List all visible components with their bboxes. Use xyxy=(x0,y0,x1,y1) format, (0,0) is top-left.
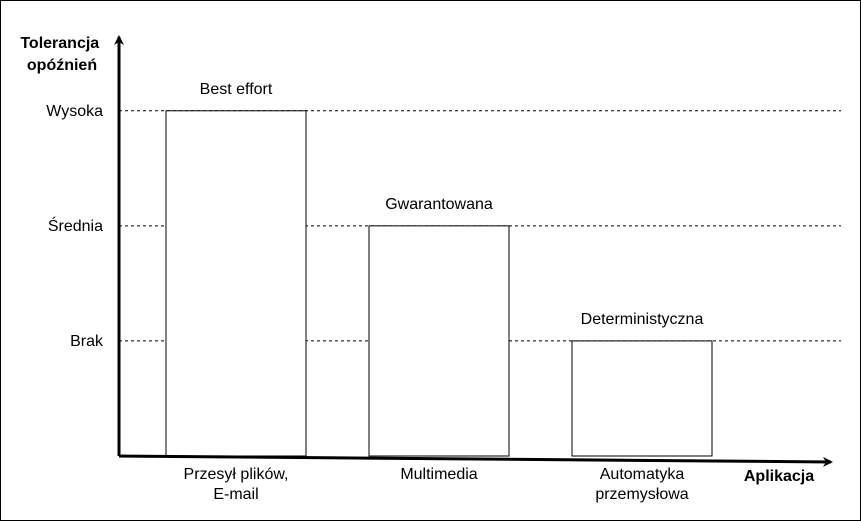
y-tick-label: Średnia xyxy=(48,216,103,235)
category-label-line: Automatyka xyxy=(600,466,685,483)
x-axis xyxy=(118,454,833,467)
bar-label: Gwarantowana xyxy=(385,196,493,213)
bars xyxy=(165,110,713,457)
bar xyxy=(165,110,307,457)
bar-labels: Best effort Gwarantowana Deterministyczna xyxy=(200,81,704,328)
bar-label: Best effort xyxy=(200,81,273,98)
category-label: Multimedia xyxy=(400,466,477,483)
category-label-line: Multimedia xyxy=(400,466,477,483)
y-axis-title-line-1: Tolerancja xyxy=(20,35,99,52)
category-labels: Przesył plików, E-mail Multimedia Automatyk… xyxy=(184,466,689,503)
y-axis-title-line-2: opóźnień xyxy=(27,57,97,74)
y-tick-label: Wysoka xyxy=(46,103,103,120)
category-label-line: Przesył plików, xyxy=(184,466,289,483)
category-label: Przesył plików, E-mail xyxy=(184,466,289,503)
bar-label: Deterministyczna xyxy=(581,311,704,328)
y-axis-title: Tolerancja opóźnień xyxy=(20,35,103,74)
category-label-line: przemysłowa xyxy=(595,486,688,503)
bar xyxy=(368,225,510,457)
y-tick-label: Brak xyxy=(70,333,104,350)
x-axis-title: Aplikacja xyxy=(744,468,814,485)
category-label: Automatyka przemysłowa xyxy=(595,466,688,503)
category-label-line: E-mail xyxy=(213,486,258,503)
bar xyxy=(571,340,713,457)
y-tick-labels: Brak Średnia Wysoka xyxy=(46,103,104,350)
